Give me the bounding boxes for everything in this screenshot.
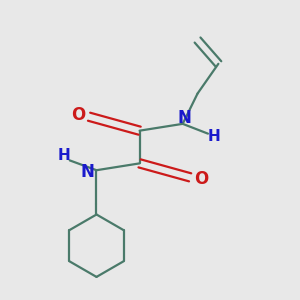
Text: H: H: [57, 148, 70, 163]
Text: N: N: [81, 163, 94, 181]
Text: N: N: [177, 110, 191, 128]
Text: O: O: [71, 106, 85, 124]
Text: H: H: [208, 129, 220, 144]
Text: O: O: [194, 170, 208, 188]
